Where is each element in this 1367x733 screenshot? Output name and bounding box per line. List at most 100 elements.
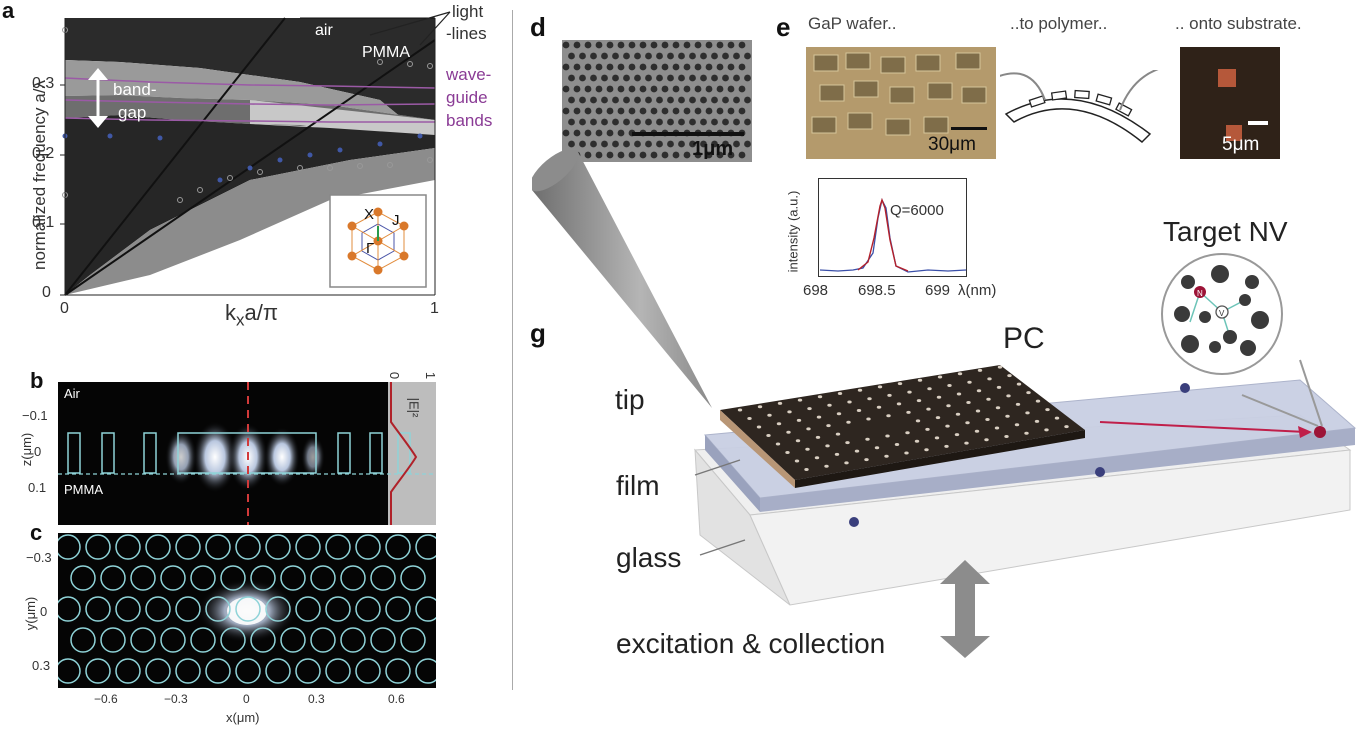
sem-hole (579, 52, 586, 60)
pc-hole (1007, 374, 1012, 378)
sem-hole (595, 151, 603, 159)
sem-hole (744, 118, 751, 126)
sem-hole (689, 74, 696, 82)
sem-hole (650, 85, 658, 93)
wafer-scale-label: 30μm (928, 134, 976, 155)
sem-hole (606, 129, 614, 137)
panel-f-xtick-4: λ(nm) (958, 282, 997, 299)
sem-hole (601, 74, 608, 82)
lattice-hole (385, 596, 411, 622)
label-waveguide-3: bands (446, 111, 493, 130)
pc-hole (945, 424, 950, 428)
sem-hole (661, 41, 669, 49)
pc-hole (837, 392, 843, 395)
wafer-block (811, 116, 837, 134)
pc-hole (795, 439, 801, 443)
wafer-block (961, 86, 987, 104)
pc-hole (897, 382, 903, 386)
label-film: film (616, 470, 660, 501)
sem-hole (573, 41, 581, 49)
pc-hole (827, 403, 832, 407)
sem-hole (716, 107, 724, 115)
pc-hole (984, 438, 989, 442)
sem-hole (617, 151, 625, 159)
panel-b-e2-label: |E|² (406, 397, 422, 418)
pc-hole (1005, 414, 1010, 418)
pc-hole (995, 406, 1001, 410)
sem-hole (705, 107, 713, 115)
pc-hole (767, 413, 772, 417)
panel-label-e: e (776, 12, 791, 42)
lattice-hole (175, 534, 201, 560)
panel-f-xtick-1: 698 (803, 282, 829, 299)
panel-a-xlabel: kxa/π (225, 300, 278, 330)
sem-hole (612, 52, 619, 60)
pc-hole (817, 395, 823, 399)
lattice-hole (325, 596, 351, 622)
sem-hole (667, 52, 674, 60)
wafer-block (955, 52, 981, 70)
lattice-hole (265, 596, 291, 622)
sem-hole (645, 140, 652, 148)
cavity-spectrum (818, 178, 967, 277)
sem-hole (738, 107, 746, 115)
wafer-block (845, 52, 871, 70)
pc-hole (994, 426, 1000, 430)
substrate-micrograph (1180, 47, 1280, 159)
lattice-hole (100, 565, 126, 591)
sem-hole (722, 118, 729, 126)
sem-hole (639, 151, 647, 159)
pc-hole (997, 365, 1003, 369)
lattice-hole (160, 627, 186, 653)
label-waveguide-1: wave- (446, 65, 492, 84)
sem-image (562, 40, 752, 162)
panel-f-xtick-3: 699 (925, 282, 951, 299)
sem-hole (639, 107, 647, 115)
lattice-hole (205, 534, 231, 560)
panel-c-ytick-2: 0 (40, 604, 48, 619)
pc-hole (807, 407, 812, 411)
lattice-hole (265, 534, 291, 560)
panel-c-xtick-5: 0.6 (388, 692, 405, 706)
sem-hole (562, 107, 570, 115)
device-schematic (693, 359, 1357, 658)
sem-hole (573, 85, 581, 93)
sem-hole (700, 140, 707, 148)
pc-hole (846, 420, 851, 424)
sem-hole (606, 41, 614, 49)
label-target-nv: Target NV (1163, 216, 1288, 247)
sem-hole (645, 118, 652, 126)
lattice-hole (145, 658, 171, 684)
pc-hole (957, 372, 963, 376)
sem-hole (711, 74, 718, 82)
sem-hole (623, 140, 630, 148)
bz-label-x: X (364, 206, 375, 223)
panel-c-ylabel: y(μm) (23, 596, 39, 631)
probe-tip (532, 150, 712, 408)
sem-hole (634, 96, 641, 104)
lattice-hole (115, 596, 141, 622)
pc-hole (927, 387, 932, 391)
pc-hole (974, 429, 980, 433)
sem-hole (628, 41, 636, 49)
light-lines-pointer (369, 11, 451, 46)
sem-hole (645, 52, 652, 60)
sem-hole (683, 85, 691, 93)
sem-hole (727, 63, 735, 71)
pc-hole (815, 435, 821, 439)
wafer-block (923, 116, 949, 134)
sem-hole (705, 85, 713, 93)
sem-hole (683, 107, 691, 115)
wafer-block (885, 118, 911, 136)
lattice-hole (400, 627, 426, 653)
label-band-gap-2: gap (118, 103, 147, 122)
label-pmma: PMMA (362, 44, 410, 61)
lattice-hole (100, 627, 126, 653)
wafer-block (813, 54, 839, 72)
pc-hole (894, 443, 900, 446)
lattice-hole (58, 534, 81, 560)
panel-c-xlabel: x(μm) (226, 710, 260, 725)
pc-hole (1044, 428, 1049, 432)
sem-hole (617, 85, 625, 93)
panel-b-air: Air (64, 386, 80, 401)
